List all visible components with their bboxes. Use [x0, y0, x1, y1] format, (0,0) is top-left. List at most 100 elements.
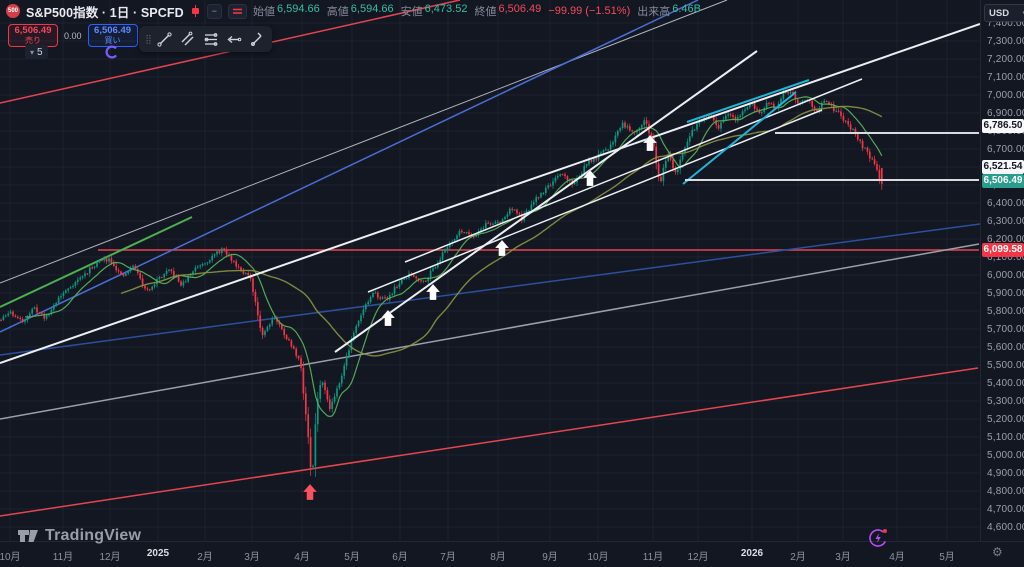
legend-source-toggle[interactable]	[227, 3, 247, 19]
toolbar-drag-handle[interactable]: ⣿	[145, 33, 152, 44]
ma-slow-line	[120, 105, 883, 357]
double-line-icon	[232, 8, 242, 14]
chevron-down-icon: ▾	[30, 47, 35, 57]
arrow-marker-tool-icon[interactable]	[222, 28, 245, 50]
sell-button[interactable]: 6,506.49 売り	[8, 24, 58, 47]
time-tick: 12月	[99, 552, 121, 563]
price-tick: 5,300.00	[987, 396, 1024, 407]
drawing-white-channel-upper[interactable]	[404, 78, 863, 263]
trend-line-tool-icon[interactable]	[153, 28, 176, 50]
price-tick: 7,100.00	[987, 72, 1024, 83]
price-tick: 7,200.00	[987, 54, 1024, 65]
time-tick: 11月	[642, 552, 664, 563]
time-tick: 2025	[146, 548, 170, 559]
scale-settings-gear-icon[interactable]: ⚙	[992, 545, 1003, 559]
currency-label: USD	[989, 7, 1010, 19]
volume-value: 6.46B	[672, 3, 701, 15]
price-tick: 4,600.00	[987, 522, 1024, 533]
price-tick: 5,400.00	[987, 378, 1024, 389]
interval-value: 5	[37, 46, 43, 58]
up-arrow-marker[interactable]	[494, 239, 510, 257]
price-label-last: 6,506.49	[982, 174, 1024, 188]
up-arrow-marker[interactable]	[302, 483, 318, 501]
price-tick: 5,600.00	[987, 342, 1024, 353]
time-tick: 10月	[0, 552, 21, 563]
drawing-gray-shallow[interactable]	[0, 243, 980, 420]
drawing-cyan-wedge-upper[interactable]	[686, 79, 810, 123]
high-value: 6,594.66	[350, 3, 394, 15]
price-tick: 7,000.00	[987, 90, 1024, 101]
symbol-legend: 500 S&P500指数 · 1日 · SPCFD − 始値 6,594.66 高…	[6, 3, 701, 20]
symbol-logo: 500	[6, 4, 20, 18]
legend-collapse-toggle[interactable]: −	[206, 3, 222, 19]
trade-panel: 6,506.49 売り 0.00 6,506.49 買い	[8, 24, 138, 47]
drawing-gray-steep[interactable]	[0, 0, 728, 284]
drawing-red-diagonal-lower[interactable]	[0, 367, 979, 517]
ray-line-tool-icon[interactable]	[245, 28, 268, 50]
price-axis[interactable]: 7,400.00 7,300.00 7,200.00 7,100.00 7,000.00…	[980, 0, 1024, 566]
price-tick: 5,900.00	[987, 288, 1024, 299]
parallel-channel-tool-icon[interactable]	[176, 28, 199, 50]
time-tick: 4月	[294, 552, 310, 563]
time-tick: 5月	[344, 552, 360, 563]
drawing-blue-steep[interactable]	[0, 0, 699, 333]
axis-corner: ⚙	[980, 541, 1024, 567]
chevron-down-icon: ▾	[1022, 9, 1024, 17]
drawing-white-channel-lower[interactable]	[367, 109, 823, 293]
buy-button[interactable]: 6,506.49 買い	[87, 24, 138, 47]
price-tick: 7,400.00	[987, 18, 1024, 29]
time-tick: 4月	[889, 552, 905, 563]
price-tick: 4,700.00	[987, 504, 1024, 515]
price-tick: 6,900.00	[987, 108, 1024, 119]
time-tick: 5月	[939, 552, 955, 563]
time-tick: 12月	[687, 552, 709, 563]
open-value: 6,594.66	[276, 3, 320, 15]
tradingview-logo-icon	[18, 530, 38, 542]
market-pulse-icon[interactable]	[866, 525, 890, 549]
price-tick: 6,300.00	[987, 216, 1024, 227]
price-tick: 4,800.00	[987, 486, 1024, 497]
candlestick-series	[0, 88, 883, 477]
time-tick: 3月	[244, 552, 260, 563]
price-tick: 5,100.00	[987, 432, 1024, 443]
symbol-title[interactable]: S&P500指数 · 1日 · SPCFD	[26, 5, 184, 20]
time-tick: 2026	[740, 548, 764, 559]
price-tick: 6,100.00	[987, 252, 1024, 263]
price-chart-canvas[interactable]	[0, 0, 980, 541]
time-tick: 11月	[52, 552, 74, 563]
price-tick: 4,900.00	[987, 468, 1024, 479]
price-label-white: 6,521.54	[982, 160, 1024, 174]
price-tick: 5,000.00	[987, 450, 1024, 461]
time-axis[interactable]: 10月 11月 12月 2025 2月 3月 4月 5月 6月 7月 8月 9月 10月 11月 12月 20…	[0, 541, 980, 567]
replay-loop-icon[interactable]	[104, 44, 120, 60]
time-tick: 8月	[490, 552, 506, 563]
price-tick: 6,000.00	[987, 270, 1024, 281]
price-tick: 5,800.00	[987, 306, 1024, 317]
drawing-green-trendline[interactable]	[0, 216, 193, 308]
currency-selector-button[interactable]: USD ▾	[984, 4, 1024, 22]
up-arrow-marker[interactable]	[425, 283, 441, 301]
close-value: 6,506.49	[498, 3, 542, 15]
price-tick: 7,300.00	[987, 36, 1024, 47]
drawing-cyan-wedge-lower[interactable]	[682, 91, 797, 185]
up-arrow-marker[interactable]	[380, 309, 396, 327]
up-arrow-marker[interactable]	[642, 134, 658, 152]
up-arrow-marker[interactable]	[582, 169, 598, 187]
drawing-toolbar: ⣿	[139, 26, 272, 52]
horizontal-rays-tool-icon[interactable]	[199, 28, 222, 50]
ohlc-readout: 始値 6,594.66 高値 6,594.66 安値 6,473.52 終値 6,506…	[252, 3, 701, 18]
drawing-blue-shallow[interactable]	[0, 223, 980, 356]
low-value: 6,473.52	[424, 3, 468, 15]
price-tick: 5,500.00	[987, 360, 1024, 371]
price-tick: 6,400.00	[987, 198, 1024, 209]
drawing-white-steep[interactable]	[334, 50, 758, 353]
price-tick: 6,200.00	[987, 234, 1024, 245]
tradingview-watermark: TradingView	[18, 527, 141, 545]
time-tick: 10月	[587, 552, 609, 563]
spread-value: 0.00	[64, 30, 82, 41]
drawing-white-long[interactable]	[0, 23, 980, 364]
time-tick: 3月	[835, 552, 851, 563]
time-tick: 9月	[542, 552, 558, 563]
interval-quick-selector[interactable]: ▾ 5	[25, 45, 48, 59]
